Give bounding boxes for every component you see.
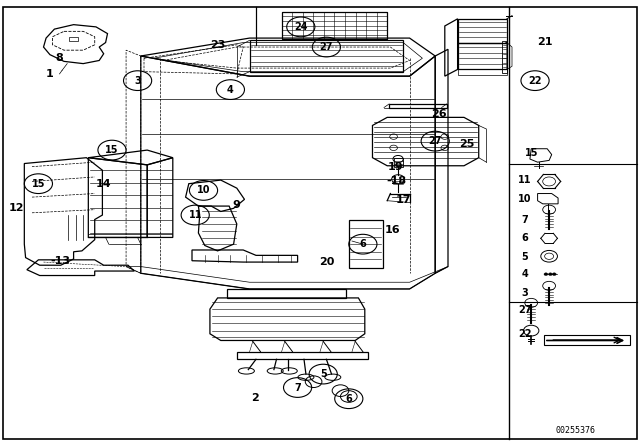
Text: 17: 17 <box>396 195 411 205</box>
Text: 16: 16 <box>385 225 400 235</box>
Text: 1: 1 <box>46 69 54 79</box>
Text: 24: 24 <box>294 22 308 32</box>
Text: 15: 15 <box>31 179 45 189</box>
Text: 22: 22 <box>518 329 532 339</box>
Text: 3: 3 <box>134 76 141 86</box>
Text: 3: 3 <box>522 288 528 297</box>
Text: -18: -18 <box>387 176 407 185</box>
Bar <box>282 12 387 39</box>
Text: 10: 10 <box>196 185 211 195</box>
Text: 11: 11 <box>518 175 532 185</box>
Text: 27: 27 <box>428 136 442 146</box>
Text: 7: 7 <box>522 215 528 224</box>
Circle shape <box>548 273 552 276</box>
Text: 6: 6 <box>346 394 352 404</box>
Text: 6: 6 <box>360 239 366 249</box>
Text: 23: 23 <box>210 40 225 50</box>
Circle shape <box>552 273 556 276</box>
Text: 20: 20 <box>319 257 334 267</box>
Text: 27: 27 <box>319 42 333 52</box>
Text: 22: 22 <box>528 76 542 86</box>
Text: 14: 14 <box>96 179 111 189</box>
Bar <box>544 335 630 345</box>
Text: 5: 5 <box>320 369 326 379</box>
Text: 15: 15 <box>105 145 119 155</box>
Circle shape <box>544 273 548 276</box>
Text: 6: 6 <box>522 233 528 243</box>
Text: 10: 10 <box>518 194 532 204</box>
Text: -13: -13 <box>51 256 71 266</box>
Text: 19: 19 <box>388 162 403 172</box>
Text: 21: 21 <box>538 37 553 47</box>
Text: 5: 5 <box>522 252 528 262</box>
Text: 4: 4 <box>522 269 528 279</box>
Text: 25: 25 <box>460 139 475 149</box>
Text: 15: 15 <box>524 148 538 158</box>
Text: 7: 7 <box>294 383 301 392</box>
Text: 9: 9 <box>233 200 241 210</box>
Text: 2: 2 <box>251 393 259 403</box>
Text: 27: 27 <box>518 306 532 315</box>
Text: 11: 11 <box>188 210 202 220</box>
Text: 4: 4 <box>227 85 234 95</box>
Text: 8: 8 <box>56 53 63 63</box>
Text: 00255376: 00255376 <box>556 426 596 435</box>
Text: 26: 26 <box>431 109 447 119</box>
Text: 12: 12 <box>9 203 24 213</box>
